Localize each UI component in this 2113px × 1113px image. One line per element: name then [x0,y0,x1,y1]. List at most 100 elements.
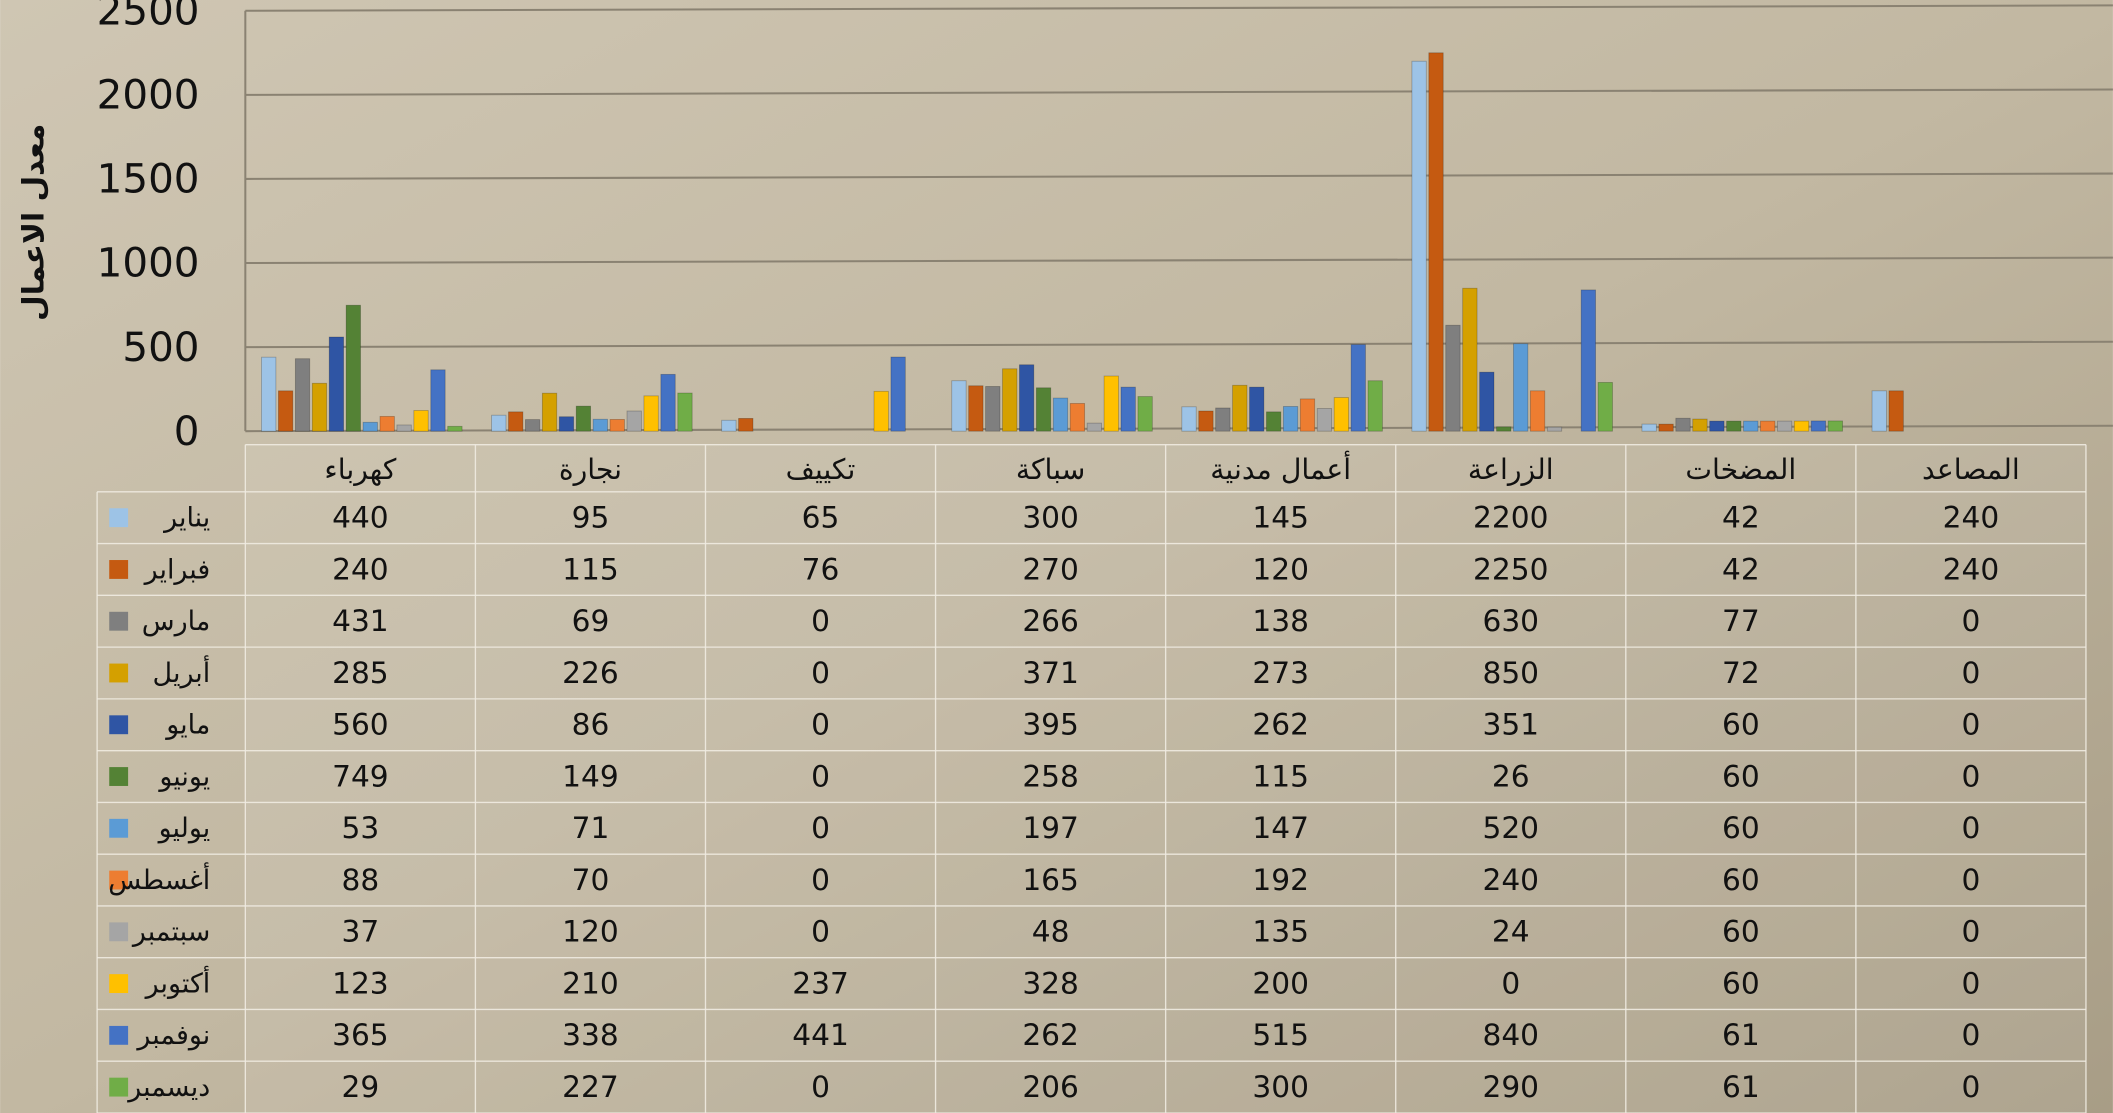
bar [1350,344,1366,432]
table-cell: 240 [1482,862,1539,897]
table-cell: 0 [1961,914,1980,949]
table-cell: 0 [1961,1069,1980,1104]
table-cell: 0 [1961,862,1980,897]
bar [1529,390,1546,432]
table-cell: 328 [1022,965,1079,1000]
table-cell: 850 [1482,655,1539,690]
table-cell: 61 [1722,1069,1760,1104]
bar [345,304,361,432]
bar [890,356,906,432]
table-cell: 65 [802,500,840,535]
table-cell: 135 [1252,914,1309,949]
bar [626,410,642,432]
bar [1445,324,1461,432]
table-cell: 60 [1722,707,1760,742]
table-cell: 42 [1722,500,1760,535]
bar [447,425,463,432]
bar [1597,382,1613,432]
bar [1137,396,1153,432]
bar [508,411,524,432]
bar [575,405,592,432]
bar [1333,397,1349,432]
table-cell: 258 [1022,758,1079,793]
legend-label: مايو [164,710,210,741]
table-cell: 0 [1961,603,1980,638]
table-cell: 76 [802,551,840,586]
table-cell: 86 [572,707,610,742]
table-cell: 515 [1252,1017,1309,1052]
y-tick-label: 1000 [97,239,200,287]
table-cell: 630 [1482,603,1539,638]
legend-swatch [109,1077,129,1097]
legend-swatch [109,1025,129,1045]
bar [1641,423,1657,432]
legend-label: نوفمبر [135,1020,210,1051]
table-cell: 88 [342,862,380,897]
bar [738,418,754,432]
bar [311,382,328,432]
legend-swatch [109,870,129,890]
bar [1479,371,1495,432]
table-cell: 270 [1022,551,1079,586]
legend-swatch [109,922,129,942]
table-cell: 0 [811,862,830,897]
table-cell: 2200 [1473,500,1548,535]
legend-label: أبريل [153,654,211,689]
table-cell: 120 [1252,551,1309,586]
table-cell: 77 [1722,603,1760,638]
table-cell: 26 [1492,758,1530,793]
table-cell: 210 [562,965,619,1000]
y-tick-label: 500 [122,323,199,371]
bar [1462,287,1478,432]
bar [1019,364,1035,432]
legend-swatch [109,818,129,838]
table-cell: 123 [332,965,389,1000]
table-cell: 0 [811,707,830,742]
table-cell: 0 [1961,1017,1980,1052]
legend-swatch [109,611,129,631]
bar [1181,406,1197,432]
table-cell: 138 [1252,603,1309,638]
bar [873,390,889,432]
table-cell: 48 [1032,914,1070,949]
table-cell: 266 [1022,603,1079,638]
bar [1658,423,1674,432]
table-cell: 0 [1961,810,1980,845]
table-cell: 0 [1961,758,1980,793]
table-cell: 300 [1252,1069,1309,1104]
bar [396,424,412,432]
table-cell: 165 [1022,862,1079,897]
table-cell: 60 [1722,862,1760,897]
grid-line [245,340,2113,349]
table-cell: 60 [1722,965,1760,1000]
table-cell: 0 [811,810,830,845]
bar [1675,417,1691,432]
table-cell: 262 [1022,1017,1079,1052]
grid-line [245,88,2113,96]
y-tick-label: 1500 [97,155,200,203]
legend-label: سبتمبر [131,917,210,948]
x-tick-label: المضخات [1685,453,1796,486]
table-cell: 300 [1022,500,1079,535]
table-cell: 0 [811,655,830,690]
bar [643,395,659,432]
table-cell: 371 [1022,655,1079,690]
table-cell: 338 [562,1017,619,1052]
table-cell: 365 [332,1017,389,1052]
table-cell: 240 [1943,551,2000,586]
bar [1299,398,1316,432]
bar [1580,289,1596,432]
bar [1496,426,1512,432]
table-cell: 206 [1022,1069,1079,1104]
bar [1428,52,1444,432]
bar [1546,426,1563,432]
legend-label: ديسمبر [126,1072,210,1103]
x-tick-label: كهرباء [324,453,396,486]
table-cell: 61 [1722,1017,1760,1052]
bar [278,390,294,432]
bar [1367,380,1383,432]
table-cell: 197 [1022,810,1079,845]
x-tick-label: نجارة [559,453,622,486]
bar [1760,420,1776,432]
